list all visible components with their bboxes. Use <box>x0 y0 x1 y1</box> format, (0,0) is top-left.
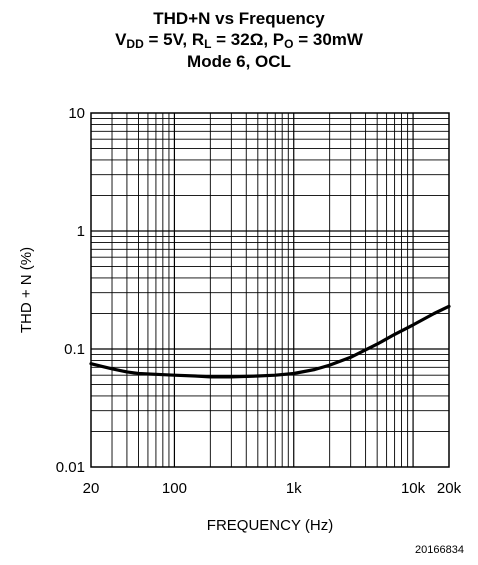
rl-value: = 32Ω, <box>211 30 273 49</box>
thdn-curve <box>89 304 451 379</box>
x-tick-label: 100 <box>162 480 187 497</box>
x-tick-label: 1k <box>286 480 302 497</box>
y-tick-labels: 0.01 0.1 1 10 <box>56 105 85 476</box>
po-value: = 30mW <box>293 30 363 49</box>
figure-id: 20166834 <box>415 544 464 556</box>
y-tick-label: 1 <box>77 223 85 240</box>
y-tick-label: 0.1 <box>64 341 85 358</box>
po-subscript: O <box>284 37 294 51</box>
major-grid <box>91 113 449 467</box>
y-tick-label: 0.01 <box>56 459 85 476</box>
chart-conditions: VDD = 5V, RL = 32Ω, PO = 30mW <box>0 29 478 50</box>
series-group <box>89 304 451 379</box>
vdd-symbol: V <box>115 30 127 49</box>
rl-symbol: R <box>191 30 205 49</box>
x-tick-label: 10k <box>401 480 426 497</box>
chart-mode: Mode 6, OCL <box>187 52 291 71</box>
x-tick-label: 20k <box>437 480 462 497</box>
y-tick-label: 10 <box>68 105 85 122</box>
x-axis-label: FREQUENCY (Hz) <box>207 517 333 534</box>
chart-title: THD+N vs Frequency <box>153 9 325 28</box>
po-symbol: P <box>272 30 285 49</box>
minor-grid <box>91 113 449 467</box>
plot-frame <box>90 112 450 468</box>
x-tick-label: 20 <box>83 480 100 497</box>
vdd-value: = 5V, <box>143 30 192 49</box>
x-tick-labels: 20 100 1k 10k 20k <box>83 480 462 497</box>
y-axis-label: THD + N (%) <box>18 247 35 333</box>
vdd-subscript: DD <box>126 37 144 51</box>
rl-subscript: L <box>204 37 212 51</box>
